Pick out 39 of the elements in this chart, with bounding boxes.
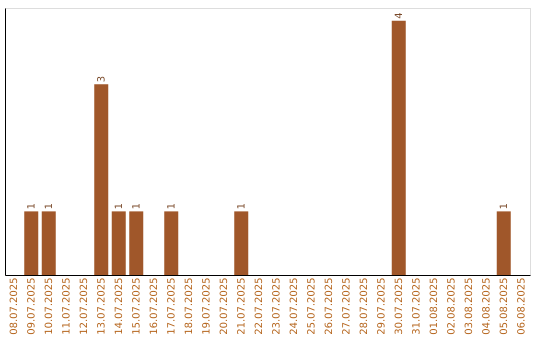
data-label: 1 [114, 203, 125, 210]
x-tick-label: 31.07.2025 [411, 278, 422, 335]
data-label: 3 [96, 76, 108, 82]
x-tick-label: 15.07.2025 [131, 278, 142, 335]
x-tick-label: 11.07.2025 [61, 278, 72, 335]
x-tick-label: 13.07.2025 [96, 278, 108, 335]
x-tick-label: 06.08.2025 [516, 278, 528, 335]
data-label: 1 [44, 203, 55, 210]
x-tick-label: 04.08.2025 [481, 278, 492, 335]
data-label: 1 [131, 203, 142, 210]
x-tick-label: 05.08.2025 [498, 278, 510, 335]
data-label: 1 [498, 203, 510, 210]
x-tick-label: 01.08.2025 [428, 278, 440, 335]
x-tick-label: 09.07.2025 [26, 278, 38, 335]
x-tick-label: 25.07.2025 [306, 278, 318, 335]
data-label: 4 [394, 12, 405, 19]
data-label: 1 [26, 203, 38, 210]
x-tick-label: 21.07.2025 [236, 278, 248, 335]
x-tick-label: 02.08.2025 [446, 278, 458, 335]
x-tick-label: 30.07.2025 [394, 278, 405, 335]
x-tick-label: 08.07.2025 [8, 278, 20, 335]
data-label: 1 [166, 203, 178, 210]
data-label: 1 [236, 203, 248, 210]
x-tick-label: 18.07.2025 [184, 278, 195, 335]
x-tick-label: 20.07.2025 [218, 278, 230, 335]
x-tick-label: 12.07.2025 [78, 278, 90, 335]
x-tick-label: 03.08.2025 [464, 278, 475, 335]
x-tick-label: 23.07.2025 [271, 278, 282, 335]
x-tick-label: 16.07.2025 [148, 278, 160, 335]
x-tick-label: 19.07.2025 [201, 278, 212, 335]
x-tick-label: 26.07.2025 [324, 278, 335, 335]
x-tick-label: 28.07.2025 [358, 278, 370, 335]
x-tick-label: 24.07.2025 [288, 278, 300, 335]
x-tick-label: 10.07.2025 [44, 278, 55, 335]
x-tick-label: 27.07.2025 [341, 278, 352, 335]
x-tick-label: 29.07.2025 [376, 278, 388, 335]
x-tick-label: 17.07.2025 [166, 278, 178, 335]
x-tick-label: 14.07.2025 [114, 278, 125, 335]
x-tick-label: 22.07.2025 [254, 278, 265, 335]
